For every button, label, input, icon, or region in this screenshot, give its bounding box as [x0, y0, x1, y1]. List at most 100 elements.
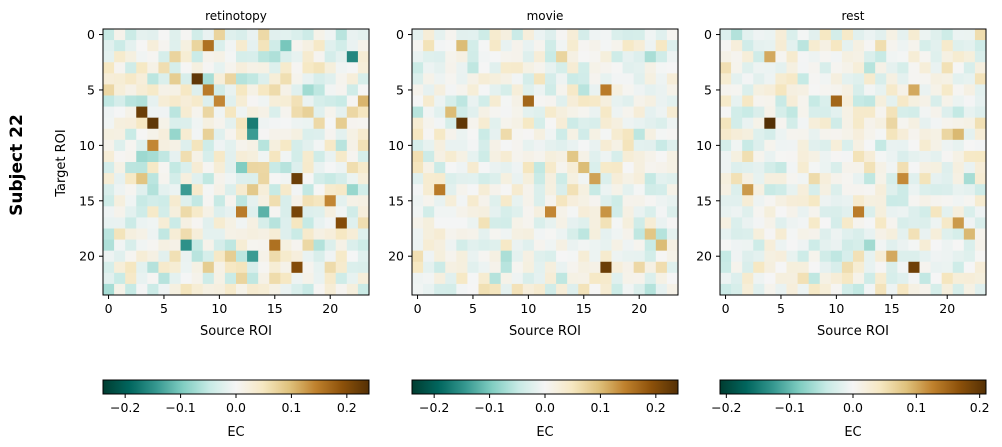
- heatmap-cell: [445, 206, 457, 218]
- heatmap-cell: [797, 162, 810, 174]
- heatmap-cell: [114, 51, 126, 63]
- heatmap-cell: [589, 40, 601, 52]
- heatmap-cell: [556, 29, 568, 41]
- heatmap-cell: [775, 150, 787, 163]
- heatmap-cell: [841, 95, 854, 107]
- heatmap-cell: [731, 51, 743, 63]
- heatmap-cell: [313, 173, 326, 185]
- heatmap-cell: [941, 62, 954, 74]
- heatmap-cell: [875, 117, 887, 130]
- heatmap-cell: [191, 173, 204, 185]
- heatmap-cell: [666, 150, 679, 163]
- heatmap-cell: [434, 272, 446, 285]
- heatmap-cell: [644, 283, 657, 296]
- heatmap-cell: [830, 272, 843, 285]
- heatmap-cell: [269, 173, 281, 185]
- heatmap-cell: [930, 272, 943, 285]
- heatmap-cell: [202, 29, 215, 41]
- heatmap-cell: [445, 150, 457, 163]
- heatmap-cell: [919, 184, 931, 196]
- heatmap-cell: [202, 261, 215, 274]
- heatmap-cell: [655, 29, 668, 41]
- heatmap-cell: [335, 228, 348, 240]
- heatmap-cell: [841, 139, 854, 152]
- heatmap-cell: [720, 239, 732, 252]
- heatmap-cell: [445, 283, 457, 296]
- heatmap-cell: [919, 128, 931, 141]
- heatmap-cell: [819, 173, 832, 185]
- heatmap-cell: [567, 73, 579, 85]
- heatmap-cell: [258, 40, 270, 52]
- heatmap-cell: [556, 228, 568, 240]
- heatmap-cell: [478, 106, 490, 119]
- heatmap-cell: [313, 84, 326, 96]
- heatmap-cell: [633, 29, 646, 41]
- heatmap-cell: [280, 84, 292, 96]
- heatmap-cell: [180, 117, 193, 130]
- heatmap-cell: [908, 62, 920, 74]
- heatmap-cell: [313, 283, 326, 296]
- heatmap-cell: [930, 162, 943, 174]
- heatmap-cell: [236, 184, 248, 196]
- heatmap-cell: [786, 228, 798, 240]
- heatmap-cell: [753, 217, 765, 229]
- heatmap-cell: [158, 206, 170, 218]
- heatmap-cell: [125, 250, 137, 263]
- colorbar-tick-label: −0.1: [474, 400, 504, 415]
- heatmap-cell: [291, 73, 303, 85]
- heatmap-cell: [853, 195, 865, 207]
- colorbar-tick-label: 0.1: [590, 400, 610, 415]
- x-tick-label: 20: [322, 301, 338, 316]
- heatmap-cell: [720, 173, 732, 185]
- heatmap-cell: [412, 139, 424, 152]
- x-axis-label: Source ROI: [817, 324, 889, 339]
- heatmap-cell: [952, 150, 965, 163]
- heatmap-cell: [224, 40, 237, 52]
- heatmap-cell: [136, 106, 148, 119]
- heatmap-cell: [578, 51, 590, 63]
- heatmap-cell: [853, 150, 865, 163]
- heatmap-cell: [875, 250, 887, 263]
- heatmap-cell: [522, 195, 535, 207]
- heatmap-cell: [830, 184, 843, 196]
- heatmap-cell: [963, 217, 976, 229]
- heatmap-cell: [908, 51, 920, 63]
- heatmap-cell: [114, 184, 126, 196]
- heatmap-cell: [302, 73, 314, 85]
- heatmap-cell: [666, 206, 679, 218]
- heatmap-cell: [247, 195, 259, 207]
- heatmap-cell: [611, 184, 623, 196]
- heatmap-cell: [797, 173, 810, 185]
- heatmap-cell: [412, 162, 424, 174]
- heatmap-cell: [919, 62, 931, 74]
- heatmap-cell: [500, 139, 513, 152]
- heatmap-cell: [611, 73, 623, 85]
- heatmap-cell: [875, 51, 887, 63]
- heatmap-cell: [622, 206, 635, 218]
- heatmap-cell: [655, 272, 668, 285]
- heatmap-cell: [511, 128, 524, 141]
- heatmap-cell: [797, 239, 810, 252]
- heatmap-cell: [511, 62, 524, 74]
- heatmap-cell: [578, 173, 590, 185]
- heatmap-cell: [930, 206, 943, 218]
- heatmap-cell: [346, 73, 359, 85]
- heatmap-cell: [346, 173, 359, 185]
- heatmap-cell: [908, 261, 920, 274]
- heatmap-cell: [467, 73, 479, 85]
- heatmap-cell: [963, 139, 976, 152]
- heatmap-cell: [611, 150, 623, 163]
- heatmap-cell: [622, 239, 635, 252]
- heatmap-cell: [489, 184, 502, 196]
- heatmap-cell: [963, 283, 976, 296]
- heatmap-cell: [500, 228, 513, 240]
- heatmap-cell: [611, 106, 623, 119]
- heatmap-cell: [764, 206, 776, 218]
- heatmap-cell: [556, 84, 568, 96]
- heatmap-cell: [600, 117, 612, 130]
- heatmap-cell: [974, 206, 987, 218]
- heatmap-cell: [952, 283, 965, 296]
- heatmap-cell: [952, 62, 965, 74]
- heatmap-cell: [280, 95, 292, 107]
